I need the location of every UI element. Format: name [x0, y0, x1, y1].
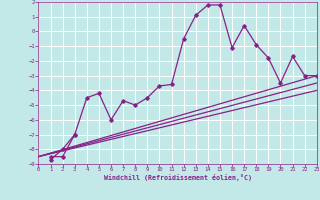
X-axis label: Windchill (Refroidissement éolien,°C): Windchill (Refroidissement éolien,°C)	[104, 174, 252, 181]
